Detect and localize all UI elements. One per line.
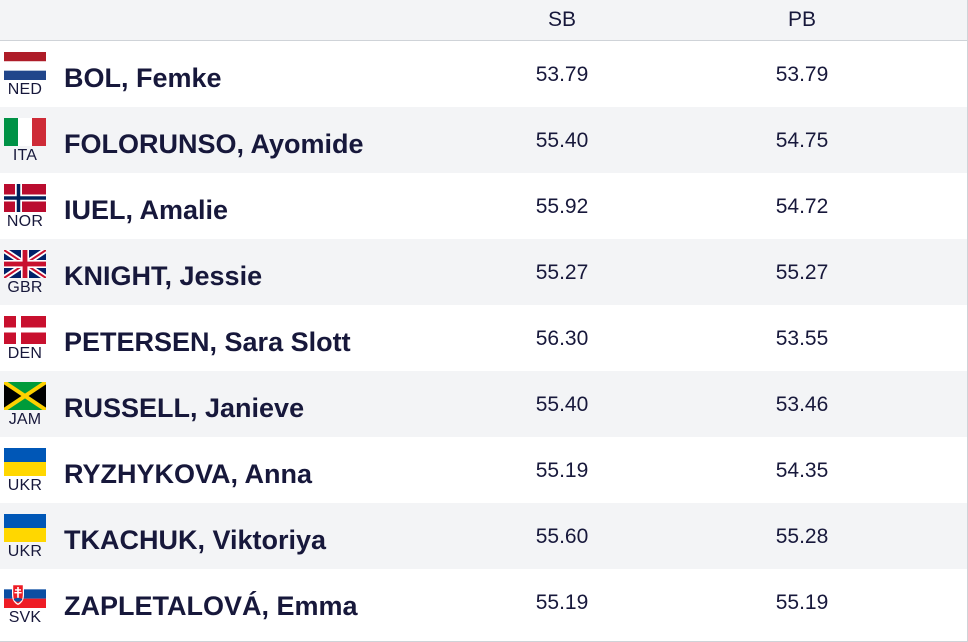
personal-best: 55.19 — [775, 591, 829, 614]
athlete-name[interactable]: BOL, Femke — [64, 63, 222, 93]
season-best: 55.27 — [535, 261, 589, 284]
season-best: 55.40 — [535, 129, 589, 152]
personal-best: 53.55 — [775, 327, 829, 350]
table-row[interactable]: ITA FOLORUNSO, Ayomide 55.40 54.75 — [0, 107, 967, 173]
personal-best: 55.28 — [775, 525, 829, 548]
season-best: 55.19 — [535, 459, 589, 482]
athlete-name[interactable]: RUSSELL, Janieve — [64, 393, 305, 423]
column-header-sb[interactable]: SB — [547, 8, 576, 31]
ukraine-flag-icon — [4, 448, 46, 476]
denmark-flag-icon — [4, 316, 46, 344]
athlete-name[interactable]: IUEL, Amalie — [64, 195, 229, 225]
personal-best: 53.79 — [775, 63, 829, 86]
personal-best: 54.75 — [775, 129, 829, 152]
ukraine-flag-icon — [4, 514, 46, 542]
country-code: JAM — [8, 411, 42, 428]
personal-best: 54.72 — [775, 195, 829, 218]
great-britain-flag-icon — [4, 250, 46, 278]
country-code: UKR — [7, 543, 43, 560]
netherlands-flag-icon — [4, 52, 46, 80]
country-code: NOR — [6, 213, 44, 230]
athlete-name[interactable]: PETERSEN, Sara Slott — [64, 327, 351, 357]
athlete-name[interactable]: KNIGHT, Jessie — [64, 261, 263, 291]
athlete-name[interactable]: FOLORUNSO, Ayomide — [64, 129, 364, 159]
table-header: SB PB — [0, 0, 967, 41]
table-row[interactable]: UKR RYZHYKOVA, Anna 55.19 54.35 — [0, 437, 967, 503]
personal-best: 55.27 — [775, 261, 829, 284]
jamaica-flag-icon — [4, 382, 46, 410]
season-best: 56.30 — [535, 327, 589, 350]
norway-flag-icon — [4, 184, 46, 212]
country-code: DEN — [7, 345, 43, 362]
season-best: 55.92 — [535, 195, 589, 218]
column-header-pb[interactable]: PB — [787, 8, 816, 31]
table-row[interactable]: NED BOL, Femke 53.79 53.79 — [0, 41, 967, 107]
season-best: 55.60 — [535, 525, 589, 548]
slovakia-flag-icon — [4, 580, 46, 608]
season-best: 53.79 — [535, 63, 589, 86]
table-row[interactable]: UKR TKACHUK, Viktoriya 55.60 55.28 — [0, 503, 967, 569]
personal-best: 54.35 — [775, 459, 829, 482]
athlete-name[interactable]: TKACHUK, Viktoriya — [64, 525, 327, 555]
athlete-name[interactable]: ZAPLETALOVÁ, Emma — [64, 591, 358, 621]
table-row[interactable]: DEN PETERSEN, Sara Slott 56.30 53.55 — [0, 305, 967, 371]
athlete-name[interactable]: RYZHYKOVA, Anna — [64, 459, 313, 489]
country-code: UKR — [7, 477, 43, 494]
table-row[interactable]: NOR IUEL, Amalie 55.92 54.72 — [0, 173, 967, 239]
personal-best: 53.46 — [775, 393, 829, 416]
country-code: NED — [7, 81, 43, 98]
country-code: SVK — [8, 609, 42, 626]
table-row[interactable]: SVK ZAPLETALOVÁ, Emma 55.19 55.19 — [0, 569, 967, 635]
table-row[interactable]: JAM RUSSELL, Janieve 55.40 53.46 — [0, 371, 967, 437]
season-best: 55.19 — [535, 591, 589, 614]
table-row[interactable]: GBR KNIGHT, Jessie 55.27 55.27 — [0, 239, 967, 305]
season-best: 55.40 — [535, 393, 589, 416]
italy-flag-icon — [4, 118, 46, 146]
country-code: GBR — [7, 279, 43, 296]
country-code: ITA — [12, 147, 38, 164]
